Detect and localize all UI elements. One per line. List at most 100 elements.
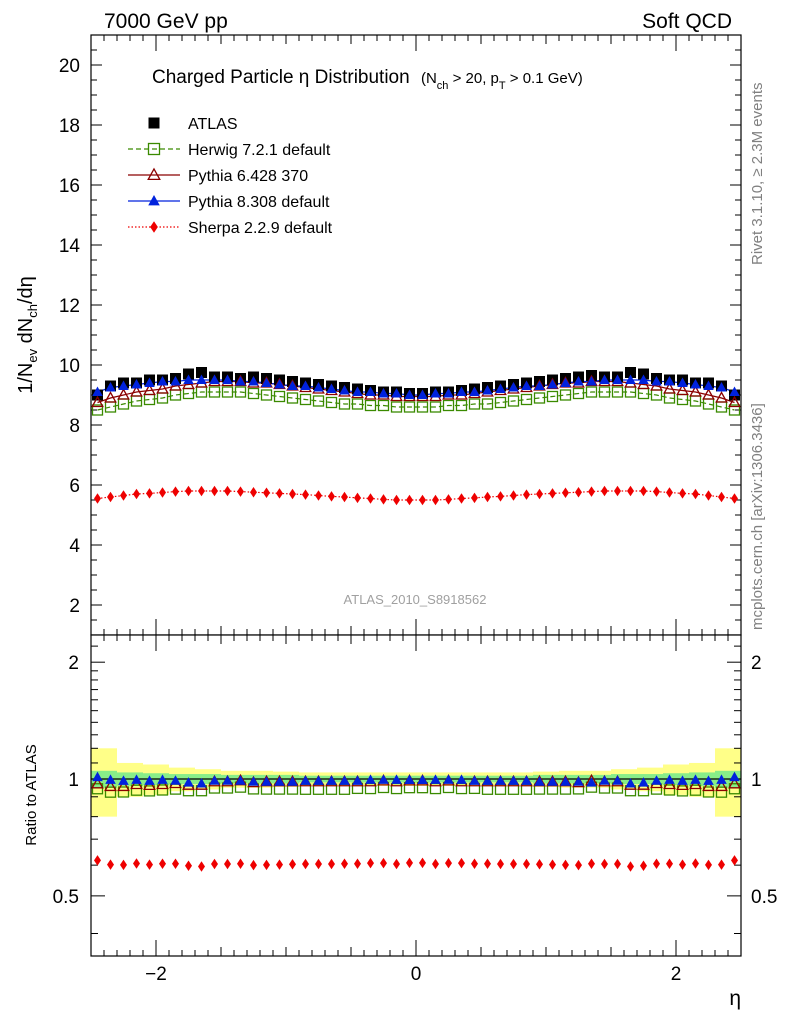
main-ytick-label: 12: [59, 296, 80, 317]
main-point-4: [224, 485, 231, 497]
ratio-point-3: [718, 859, 725, 870]
ratio-point-3: [601, 858, 608, 870]
ratio-point-3: [159, 858, 166, 869]
main-point-1: [338, 398, 351, 410]
ratio-point-3: [536, 859, 543, 870]
ratio-point-3: [458, 857, 465, 869]
ratio-point-2: [469, 775, 480, 785]
main-axis-ticks: 2 4 6 8 10 12 14 16 18 20: [59, 34, 742, 636]
main-point-3: [131, 379, 142, 389]
ratio-point-2: [300, 775, 311, 785]
ratio-point-3: [484, 858, 491, 869]
main-point-4: [614, 485, 621, 497]
ratio-point-3: [627, 861, 634, 872]
main-point-3: [703, 380, 714, 390]
main-point-3: [612, 374, 623, 384]
main-point-2: [715, 391, 728, 403]
main-ylabel: 1/Nev dNch/dη: [15, 276, 40, 394]
ratio-point-0: [104, 786, 117, 798]
main-point-4: [211, 485, 218, 497]
main-plot-panel: 2 4 6 8 10 12 14 16 18 20 Charged Particle η Dist…: [59, 34, 742, 636]
main-point-4: [380, 494, 387, 505]
main-point-3: [625, 374, 636, 384]
ratio-point-2: [703, 775, 714, 785]
main-point-4: [731, 493, 738, 504]
ratio-point-3: [172, 858, 179, 869]
ratio-point-2: [638, 777, 649, 787]
main-ytick-label: 16: [59, 176, 80, 197]
ratio-point-0: [676, 785, 689, 797]
main-point-3: [313, 382, 324, 392]
legend-label-4: Sherpa 2.2.9 default: [188, 220, 333, 237]
ratio-ytick-label-left: 1: [68, 770, 79, 791]
ratio-point-2: [287, 776, 298, 786]
main-point-1: [481, 398, 494, 410]
main-point-1: [286, 392, 299, 404]
ratio-point-2: [690, 774, 701, 784]
main-point-2: [91, 395, 104, 408]
ratio-point-3: [614, 858, 621, 870]
main-point-4: [523, 489, 530, 500]
ratio-point-2: [547, 776, 558, 786]
main-point-4: [653, 486, 660, 497]
ratio-point-2: [222, 775, 233, 785]
ratio-point-2: [313, 775, 324, 785]
ratio-point-2: [716, 774, 727, 784]
main-point-4: [640, 485, 647, 497]
ratio-point-2: [196, 777, 207, 788]
main-point-4: [588, 486, 595, 497]
main-point-1: [507, 395, 520, 407]
ratio-point-3: [198, 861, 205, 872]
ratio-point-2: [261, 776, 272, 786]
ratio-xtick-label: −2: [145, 964, 167, 985]
main-point-3: [573, 376, 584, 386]
main-point-3: [599, 374, 610, 384]
main-point-4: [484, 491, 491, 503]
main-point-4: [445, 494, 452, 505]
ratio-point-2: [248, 776, 259, 786]
ratio-point-2: [625, 777, 636, 788]
main-point-3: [157, 376, 168, 386]
main-point-4: [497, 491, 504, 502]
main-point-2: [130, 385, 143, 397]
ratio-ytick-label-right: 2: [751, 653, 762, 674]
main-point-1: [364, 399, 377, 412]
ratio-point-2: [235, 775, 246, 785]
ratio-point-3: [705, 859, 712, 871]
main-plot-background: [91, 35, 741, 635]
ratio-point-0: [156, 784, 169, 796]
main-point-4: [341, 491, 348, 503]
main-point-3: [651, 376, 662, 386]
ratio-point-3: [393, 858, 400, 870]
main-point-3: [261, 377, 272, 387]
ratio-point-3: [692, 858, 699, 869]
ratio-point-3: [380, 857, 387, 869]
ratio-data-series: [91, 771, 741, 872]
ratio-point-2: [417, 774, 428, 785]
ratio-plot-panel: 0.5 0.5 1 1 2 2 −2 0 2: [53, 634, 777, 985]
ratio-point-2: [105, 774, 116, 784]
main-point-4: [458, 493, 465, 504]
ratio-point-3: [276, 859, 283, 870]
main-point-3: [196, 374, 207, 384]
main-point-4: [198, 485, 205, 497]
legend-label-3: Pythia 8.308 default: [188, 194, 330, 211]
legend-marker-4: [150, 221, 158, 233]
main-point-1: [442, 399, 455, 412]
legend: ATLAS Herwig 7.2.1 default Pythia 6.428 37…: [128, 116, 333, 237]
main-point-4: [315, 490, 322, 501]
analysis-id: ATLAS_2010_S8918562: [344, 592, 487, 607]
ratio-point-2: [274, 776, 285, 786]
main-point-1: [234, 386, 247, 398]
main-point-2: [117, 388, 130, 400]
main-point-3: [482, 385, 493, 395]
main-point-1: [416, 401, 429, 413]
ratio-point-3: [445, 857, 452, 869]
main-ytick-label: 8: [69, 416, 80, 437]
main-point-2: [663, 382, 676, 394]
ratio-point-2: [326, 775, 337, 785]
legend-label-2: Pythia 6.428 370: [188, 168, 308, 185]
ratio-point-2: [729, 771, 740, 782]
ratio-point-3: [354, 858, 361, 869]
ratio-point-3: [302, 858, 309, 870]
